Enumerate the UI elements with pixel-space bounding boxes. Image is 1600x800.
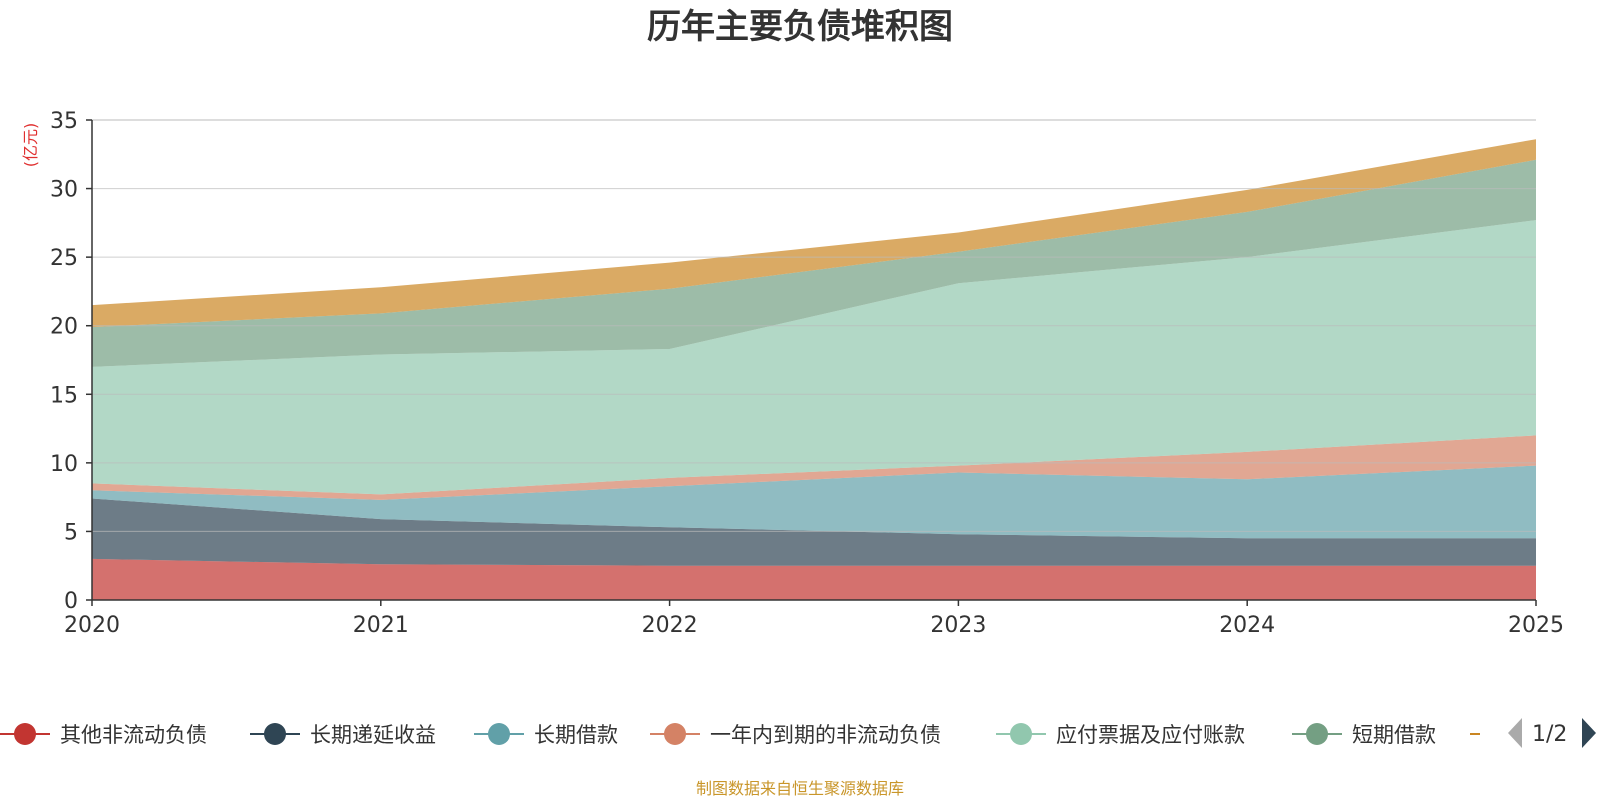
legend-marker-icon bbox=[1010, 723, 1032, 745]
y-tick-label: 15 bbox=[50, 383, 78, 408]
y-tick-label: 10 bbox=[50, 452, 78, 477]
y-tick-label: 35 bbox=[50, 109, 78, 134]
source-note: 制图数据来自恒生聚源数据库 bbox=[696, 779, 904, 798]
area-series-7 bbox=[92, 139, 1536, 328]
chart-title: 历年主要负债堆积图 bbox=[647, 7, 953, 47]
y-tick-label: 25 bbox=[50, 246, 78, 271]
legend: 其他非流动负债 长期递延收益 长期借款 一年内到期的非流动负债 应付票据及应付账款 短期借… bbox=[0, 723, 1480, 747]
legend-marker-icon bbox=[488, 723, 510, 745]
legend-item[interactable]: 一年内到期的非流动负债 bbox=[650, 723, 941, 747]
x-tick-label: 2021 bbox=[353, 613, 409, 638]
area-短期借款 bbox=[92, 159, 1536, 367]
legend-pager: 1/2 bbox=[1508, 718, 1596, 748]
x-tick-label: 2025 bbox=[1508, 613, 1564, 638]
y-tick-label: 5 bbox=[64, 520, 78, 545]
area-其他非流动负债 bbox=[92, 558, 1536, 600]
x-tick-label: 2023 bbox=[930, 613, 986, 638]
y-tick-labels: 0 5 10 15 20 25 30 35 bbox=[50, 109, 92, 614]
x-tick-label: 2024 bbox=[1219, 613, 1275, 638]
area-长期借款 bbox=[92, 465, 1536, 539]
legend-marker-icon bbox=[264, 723, 286, 745]
legend-item[interactable]: 长期递延收益 bbox=[250, 723, 436, 747]
grid-lines bbox=[92, 119, 1536, 532]
legend-marker-icon bbox=[1306, 723, 1328, 745]
legend-label: 一年内到期的非流动负债 bbox=[710, 723, 941, 747]
legend-marker-icon bbox=[664, 723, 686, 745]
legend-item[interactable]: 长期借款 bbox=[474, 723, 618, 747]
y-tick-label: 0 bbox=[64, 589, 78, 614]
area-series bbox=[92, 139, 1536, 600]
legend-item[interactable]: 应付票据及应付账款 bbox=[996, 723, 1245, 747]
area-一年内到期的非流动负债 bbox=[92, 435, 1536, 500]
legend-item[interactable]: 短期借款 bbox=[1292, 723, 1436, 747]
x-tick-label: 2022 bbox=[642, 613, 698, 638]
legend-prev-icon[interactable] bbox=[1508, 718, 1522, 748]
legend-next-icon[interactable] bbox=[1582, 718, 1596, 748]
axes bbox=[91, 120, 1536, 601]
legend-marker-icon bbox=[14, 723, 36, 745]
area-应付票据及应付账款 bbox=[92, 220, 1536, 495]
legend-label: 短期借款 bbox=[1352, 723, 1436, 747]
x-tick-labels: 2020 2021 2022 2023 2024 2025 bbox=[64, 600, 1564, 638]
legend-label: 应付票据及应付账款 bbox=[1056, 723, 1245, 747]
legend-item[interactable]: 其他非流动负债 bbox=[0, 723, 207, 747]
y-axis-label: (亿元) bbox=[21, 123, 40, 168]
y-tick-label: 30 bbox=[50, 178, 78, 203]
legend-label: 长期递延收益 bbox=[310, 723, 436, 747]
legend-label: 其他非流动负债 bbox=[60, 723, 207, 747]
area-长期递延收益 bbox=[92, 498, 1536, 566]
y-tick-label: 20 bbox=[50, 315, 78, 340]
x-tick-label: 2020 bbox=[64, 613, 120, 638]
legend-label: 长期借款 bbox=[534, 723, 618, 747]
legend-page-number: 1/2 bbox=[1532, 722, 1567, 747]
